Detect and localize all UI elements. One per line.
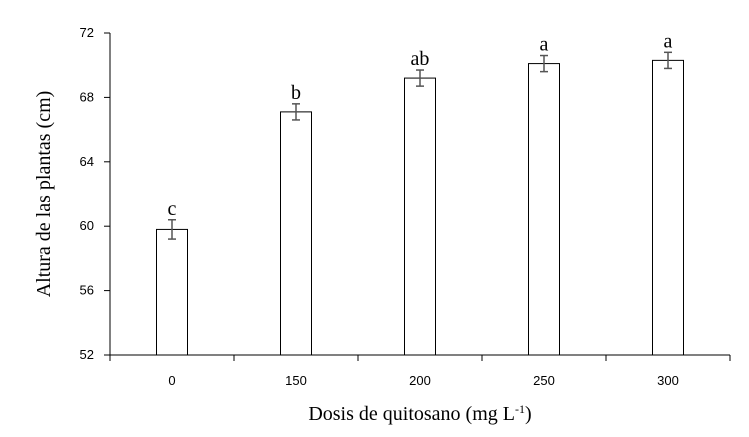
y-axis-title: Altura de las plantas (cm) (33, 91, 55, 298)
bar-150 (280, 111, 312, 356)
significance-label-250: a (540, 34, 549, 56)
x-tick-label: 250 (533, 373, 555, 388)
x-tick-label: 200 (409, 373, 431, 388)
axes (104, 32, 731, 361)
x-tick-labels: 0 150 200 250 300 (168, 373, 678, 388)
significance-label-300: a (664, 30, 673, 52)
y-tick-label: 60 (80, 218, 94, 233)
bar-0 (156, 228, 188, 356)
y-tick-label: 68 (80, 89, 94, 104)
x-axis-title-superscript: -1 (515, 402, 525, 416)
x-tick-label: 0 (168, 373, 175, 388)
y-tick-label: 52 (80, 347, 94, 362)
significance-label-150: b (291, 82, 301, 104)
bar-300 (652, 59, 684, 356)
bar-250 (528, 63, 560, 356)
bars (156, 59, 684, 356)
y-tick-label: 64 (80, 154, 94, 169)
significance-label-200: ab (411, 48, 430, 70)
y-tick-labels: 52 56 60 64 68 72 (80, 25, 94, 362)
x-tick-label: 150 (285, 373, 307, 388)
error-bars (168, 51, 672, 240)
x-axis-title: Dosis de quitosano (mg L-1) (308, 402, 531, 425)
x-axis-title-main: Dosis de quitosano (mg L (308, 403, 515, 425)
y-tick-label: 72 (80, 25, 94, 40)
significance-label-0: c (168, 198, 177, 220)
x-tick-label: 300 (657, 373, 679, 388)
bar-200 (404, 77, 436, 356)
y-tick-label: 56 (80, 283, 94, 298)
x-axis-title-tail: ) (525, 403, 532, 425)
significance-labels: c b ab a a (168, 30, 673, 219)
